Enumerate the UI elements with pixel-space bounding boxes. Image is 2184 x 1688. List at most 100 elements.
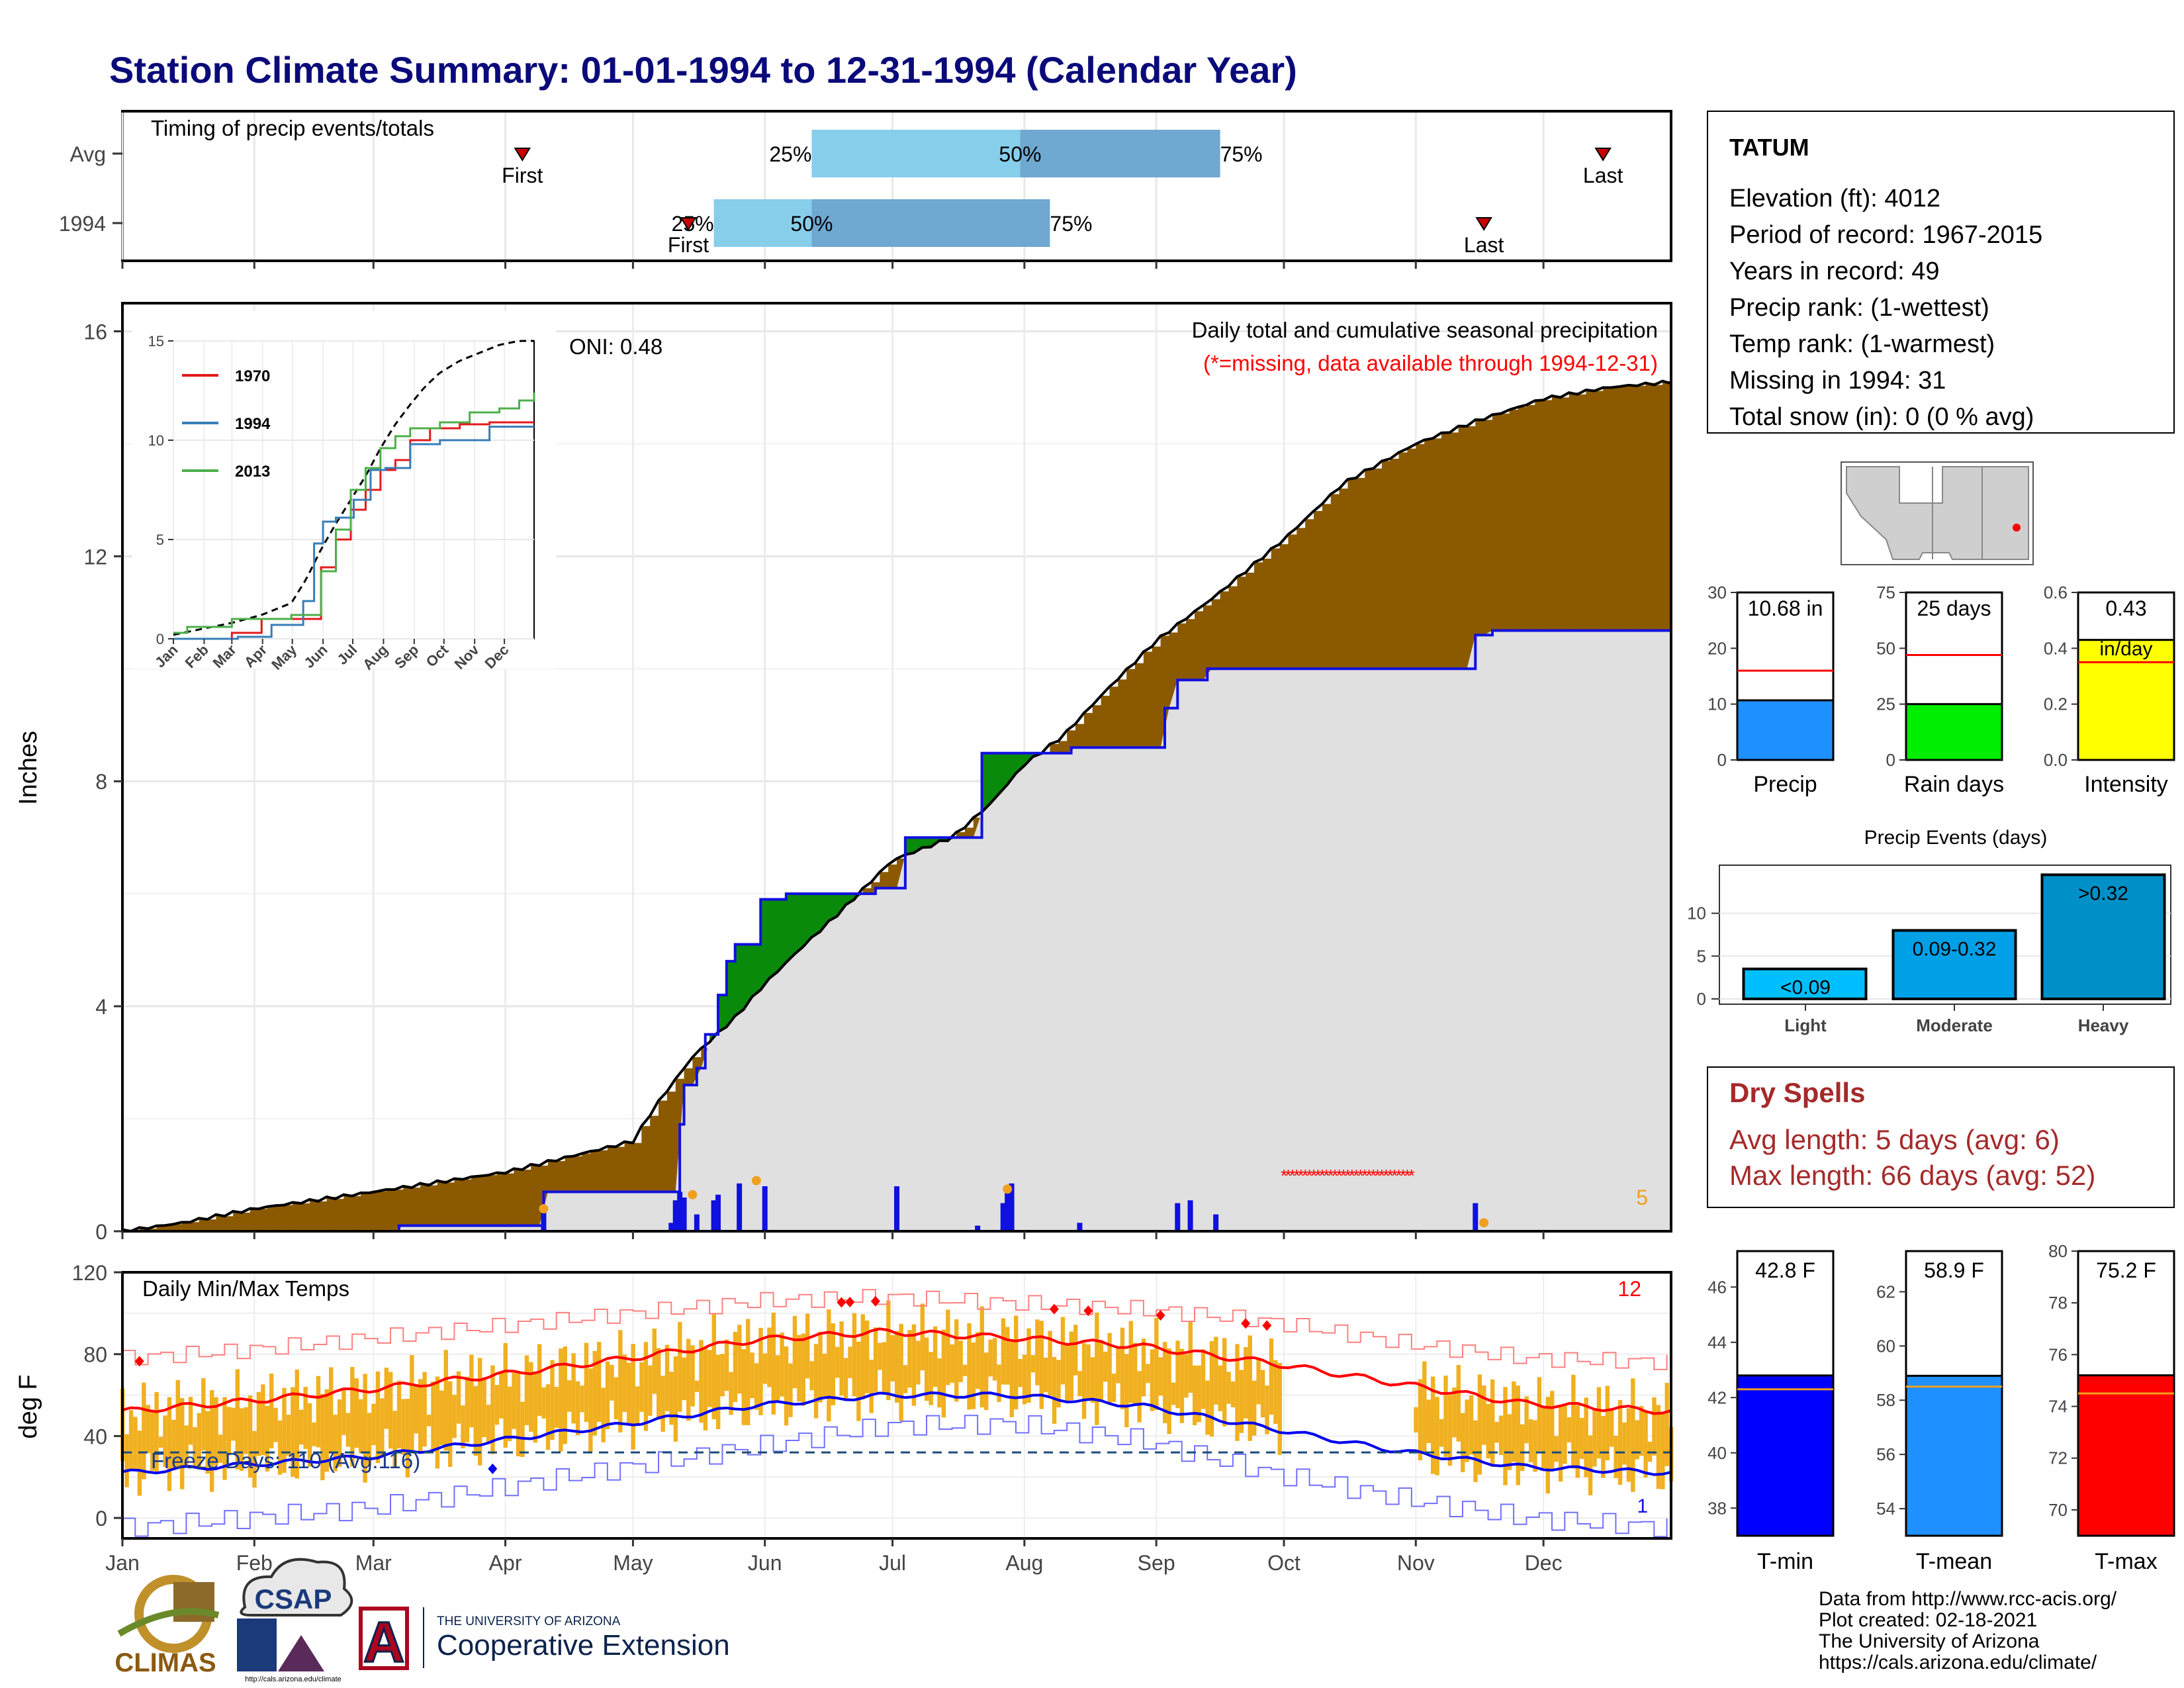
precip-anomaly-fill [352,1196,361,1231]
inset-y-tick-label: 5 [156,532,164,548]
precip-anomaly-fill [1092,705,1102,748]
daily-temp-range-bar [1622,1422,1627,1465]
precip-anomaly-fill [888,865,897,888]
missing-day-marker: * [1314,1166,1321,1186]
daily-temp-range-bar [1592,1408,1597,1467]
month-label: Feb [236,1551,273,1575]
inset-y-tick-label: 0 [156,631,164,647]
precip-anomaly-fill [165,1225,174,1231]
daily-temp-range-bar [256,1391,261,1456]
daily-temp-range-bar [1269,1338,1274,1415]
daily-temp-range-bar [1639,1406,1644,1456]
daily-temp-range-bar [780,1333,784,1397]
daily-temp-range-bar [1120,1327,1125,1409]
events-bar-label: 0.09-0.32 [1913,939,1997,961]
precip-anomaly-fill [573,1156,582,1192]
precip-anomaly-fill [829,894,838,921]
daily-temp-range-bar [592,1350,597,1436]
mini-bar-fill [1905,703,2003,761]
precip-anomaly-fill [488,1175,498,1226]
precip-anomaly-fill [514,1168,523,1226]
missing-day-marker: * [1387,1166,1394,1186]
daily-temp-range-bar [456,1371,461,1424]
precip-anomaly-fill [556,1160,566,1192]
daily-temp-range-bar [1516,1385,1520,1485]
daily-temp-range-bar [1069,1331,1073,1400]
daily-temp-range-bar [269,1374,274,1448]
daily-temp-range-bar [1631,1378,1635,1492]
timing-p75-label: 75% [1220,142,1263,166]
daily-temp-range-bar [490,1365,495,1454]
daily-temp-range-bar [567,1380,572,1412]
daily-temp-range-bar [163,1415,167,1468]
daily-temp-range-bar [1533,1420,1537,1472]
daily-precip-bar [677,1192,683,1231]
precip-anomaly-fill [1314,510,1323,669]
inset-average-line [173,340,534,636]
temp-bar-fill [1905,1374,2003,1537]
precip-anomaly-fill [173,1224,183,1231]
precip-anomaly-fill [1449,432,1459,669]
temp-count: 12 [1617,1277,1641,1301]
daily-temp-range-bar [584,1342,589,1422]
daily-temp-range-bar [277,1420,283,1475]
temp-bar-fill [1736,1374,1835,1537]
precip-anomaly-fill [922,837,932,848]
temp-bar-tick-label: 46 [1707,1277,1727,1297]
daily-temp-range-bar [1656,1405,1661,1489]
station-info-box: TATUM Elevation (ft): 4012 Period of rec… [1707,111,2175,434]
daily-temp-range-bar [797,1335,801,1402]
mini-bar-value-unit: in/day [2099,638,2152,660]
daily-temp-range-bar [473,1385,478,1456]
daily-temp-range-bar [954,1319,959,1402]
daily-temp-range-bar [222,1397,227,1480]
footer-credits: Data from http://www.rcc-acis.org/ Plot … [1819,1588,2117,1673]
precip-anomaly-fill [531,1164,540,1226]
precip-anomaly-fill [309,1199,319,1231]
precip-anomaly-fill [1518,406,1527,631]
daily-temp-range-bar [639,1362,644,1412]
precip-anomaly-fill [565,1156,574,1192]
daily-temp-range-bar [261,1384,265,1456]
daily-precip-bar [668,1223,674,1231]
precip-anomaly-fill [250,1208,259,1231]
daily-precip-bar [762,1186,768,1231]
temp-bar-tick-label: 54 [1876,1499,1895,1519]
month-label: Apr [489,1551,522,1575]
station-missing: Missing in 1994: 31 [1729,367,1946,395]
precip-anomaly-fill [522,1169,531,1226]
daily-temp-range-bar [197,1413,202,1470]
precip-anomaly-fill [258,1209,268,1231]
record-high-marker [870,1295,880,1307]
daily-temp-range-bar [984,1352,989,1410]
daily-temp-range-bar [1541,1407,1546,1468]
month-label: Jan [105,1551,140,1575]
precip-anomaly-fill [1279,544,1289,669]
daily-temp-range-bar [482,1379,486,1438]
precip-anomaly-fill [403,1186,412,1226]
precip-anomaly-fill [437,1180,447,1226]
precip-anomaly-fill [599,1150,608,1192]
daily-temp-range-bar [282,1387,287,1473]
daily-temp-range-bar [848,1346,852,1378]
precip-anomaly-fill [1297,528,1306,669]
daily-temp-range-bar [214,1397,218,1466]
daily-temp-range-bar [860,1314,865,1399]
ua-letter: A [363,1611,404,1674]
missing-day-marker: * [1361,1166,1368,1186]
precip-anomaly-fill [1441,432,1451,669]
missing-day-marker: * [1400,1166,1406,1186]
daily-temp-range-bar [1643,1410,1648,1478]
precip-header-2: (*=missing, data available through 1994-… [1203,351,1658,375]
daily-temp-range-bar [976,1332,980,1389]
daily-temp-range-bar [895,1331,899,1403]
missing-day-marker: * [1391,1166,1398,1186]
daily-temp-range-bar [154,1391,159,1472]
daily-temp-range-bar [516,1373,521,1456]
daily-temp-range-bar [478,1358,482,1466]
timing-first-label: First [668,233,709,257]
temp-bar-label: T-max [2095,1549,2157,1574]
precip-anomaly-fill [743,944,753,1010]
daily-temp-range-bar [1626,1408,1631,1482]
mini-bar-tick-label: 30 [1707,583,1727,602]
